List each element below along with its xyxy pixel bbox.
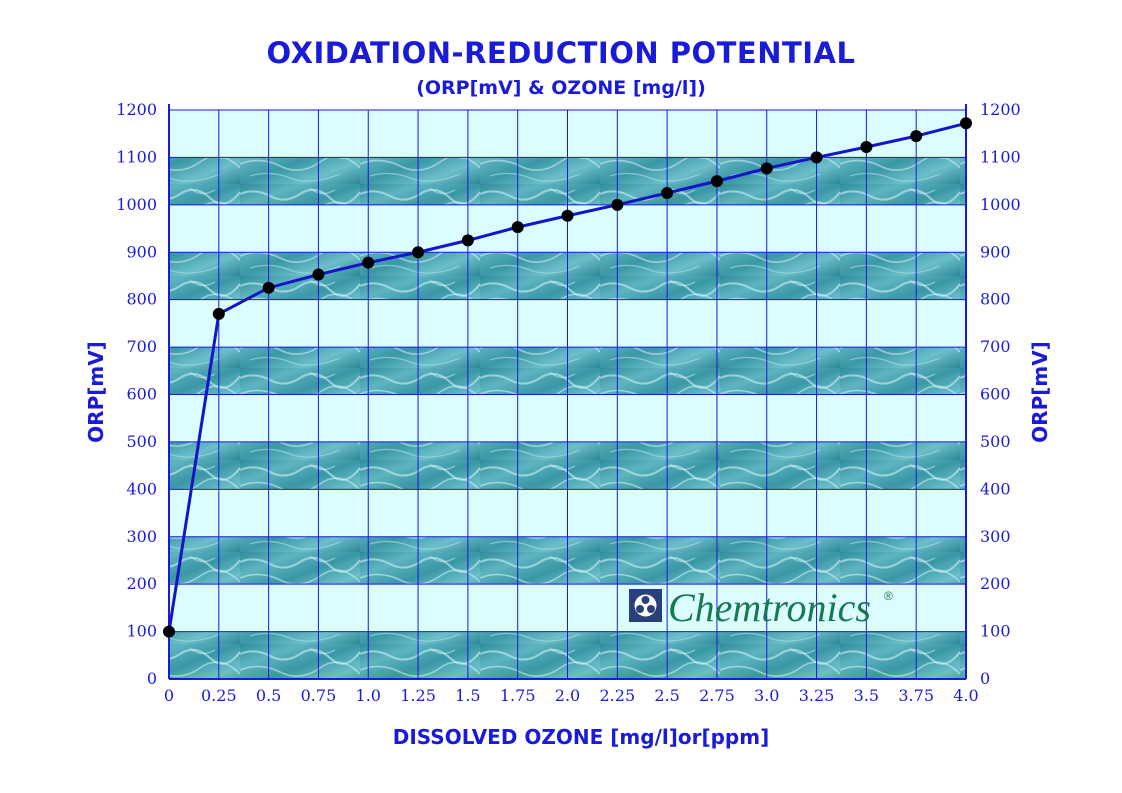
data-point	[461, 234, 474, 247]
y-tick-label-left: 1000	[116, 195, 157, 214]
x-tick-label: 2.25	[600, 686, 636, 705]
y-tick-label-right: 1000	[980, 195, 1021, 214]
data-point	[511, 221, 524, 234]
y-tick-label-right: 600	[980, 385, 1011, 404]
x-tick-label: 0.75	[301, 686, 337, 705]
x-tick-label: 3.0	[754, 686, 779, 705]
data-point	[312, 268, 325, 281]
x-tick-label: 1.75	[500, 686, 536, 705]
x-tick-label: 2.0	[555, 686, 580, 705]
x-tick-label: 1.5	[455, 686, 480, 705]
x-tick-label: 3.5	[854, 686, 879, 705]
y-tick-label-right: 100	[980, 622, 1011, 641]
y-tick-label-left: 400	[126, 479, 157, 498]
data-point	[412, 246, 425, 259]
logo-text: Chemtronics	[668, 585, 871, 630]
y-tick-label-right: 1100	[980, 147, 1021, 166]
x-tick-label: 0.25	[201, 686, 237, 705]
data-point	[910, 130, 923, 143]
logo-registered-mark: ®	[884, 589, 893, 603]
y-tick-label-left: 600	[126, 385, 157, 404]
data-point	[661, 186, 674, 199]
x-tick-label: 0	[164, 686, 174, 705]
y-tick-label-right: 700	[980, 337, 1011, 356]
x-tick-label: 1.25	[400, 686, 436, 705]
chemtronics-logo: Chemtronics ®	[629, 585, 893, 630]
y-tick-label-left: 700	[126, 337, 157, 356]
x-tick-label: 2.5	[654, 686, 679, 705]
data-point	[561, 209, 574, 222]
y-tick-label-right: 400	[980, 479, 1011, 498]
x-tick-label: 1.0	[356, 686, 381, 705]
data-point	[262, 281, 275, 294]
y-tick-label-left: 1200	[116, 100, 157, 119]
data-point	[860, 140, 873, 153]
y-tick-label-right: 200	[980, 574, 1011, 593]
data-point	[611, 198, 624, 211]
y-tick-label-right: 800	[980, 290, 1011, 309]
x-axis-label: DISSOLVED OZONE [mg/l]or[ppm]	[392, 725, 770, 749]
y-tick-labels-left: 0 100 200 300 400 500 600 700 800 900 1000 1100 1200	[116, 100, 157, 688]
chart-subtitle: (ORP[mV] & OZONE [mg/l])	[416, 77, 706, 99]
y-tick-label-left: 1100	[116, 147, 157, 166]
y-tick-label-left: 500	[126, 432, 157, 451]
data-point	[810, 151, 823, 164]
data-point	[212, 307, 225, 320]
y-tick-label-left: 300	[126, 527, 157, 546]
x-tick-label: 2.75	[699, 686, 735, 705]
data-point	[163, 625, 175, 638]
data-point	[710, 175, 723, 188]
y-tick-label-right: 500	[980, 432, 1011, 451]
data-point	[362, 256, 375, 269]
y-tick-label-left: 200	[126, 574, 157, 593]
chart-title: OXIDATION-REDUCTION POTENTIAL	[266, 36, 856, 70]
y-tick-label-left: 100	[126, 622, 157, 641]
x-tick-label: 0.5	[256, 686, 281, 705]
y-tick-label-left: 0	[147, 669, 157, 688]
x-tick-label: 4.0	[953, 686, 978, 705]
x-tick-label: 3.25	[799, 686, 835, 705]
y-tick-labels-right: 0 100 200 300 400 500 600 700 800 900 1000 1100 1200	[980, 100, 1021, 688]
y-tick-label-right: 900	[980, 242, 1011, 261]
y-tick-label-left: 900	[126, 242, 157, 261]
axes	[168, 104, 967, 680]
y-tick-label-left: 800	[126, 290, 157, 309]
x-tick-label: 3.75	[898, 686, 934, 705]
orp-markers	[163, 117, 972, 638]
y-tick-label-right: 1200	[980, 100, 1021, 119]
data-point	[760, 162, 773, 175]
y-tick-label-right: 300	[980, 527, 1011, 546]
y-tick-label-right: 0	[980, 669, 990, 688]
data-point	[960, 117, 972, 130]
x-tick-labels: 0 0.25 0.5 0.75 1.0 1.25 1.5 1.75 2.0 2.25 2.5 2.75…	[164, 686, 979, 705]
